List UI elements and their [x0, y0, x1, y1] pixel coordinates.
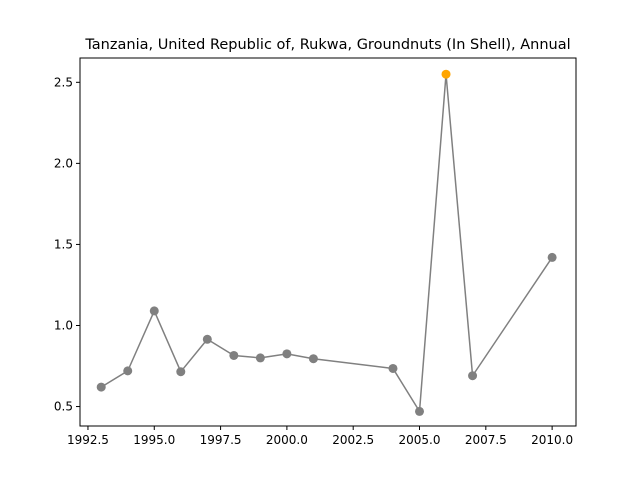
data-point [388, 363, 398, 373]
x-tick-label: 1992.5 [67, 433, 109, 447]
y-tick-label: 1.5 [54, 237, 73, 251]
y-tick-label: 0.5 [54, 400, 73, 414]
x-tick-label: 2002.5 [332, 433, 374, 447]
data-point [547, 252, 557, 262]
data-point [468, 371, 478, 381]
data-point [415, 406, 425, 416]
y-tick-label: 2.0 [54, 156, 73, 170]
x-tick-label: 1995.0 [133, 433, 175, 447]
data-point [229, 350, 239, 360]
x-tick-label: 2005.0 [399, 433, 441, 447]
data-point [255, 353, 265, 363]
x-tick-label: 2000.0 [266, 433, 308, 447]
x-tick-label: 2007.5 [465, 433, 507, 447]
data-point [308, 354, 318, 364]
data-point [123, 366, 133, 376]
plot-area: 1992.5 1995.0 1997.5 2000.0 2002.5 2005.0 2007… [54, 57, 577, 447]
data-point [149, 306, 159, 316]
y-tick-label: 2.5 [54, 75, 73, 89]
highlighted-point [441, 69, 451, 79]
x-tick-label: 2010.0 [531, 433, 573, 447]
data-point [96, 382, 106, 392]
chart-title: Tanzania, United Republic of, Rukwa, Gro… [84, 37, 570, 53]
series-line [100, 73, 553, 413]
data-point [282, 349, 292, 359]
data-point [202, 334, 212, 344]
y-tick-label: 1.0 [54, 318, 73, 332]
x-tick-label: 1997.5 [200, 433, 242, 447]
axes-frame [79, 57, 577, 427]
data-point [176, 367, 186, 377]
